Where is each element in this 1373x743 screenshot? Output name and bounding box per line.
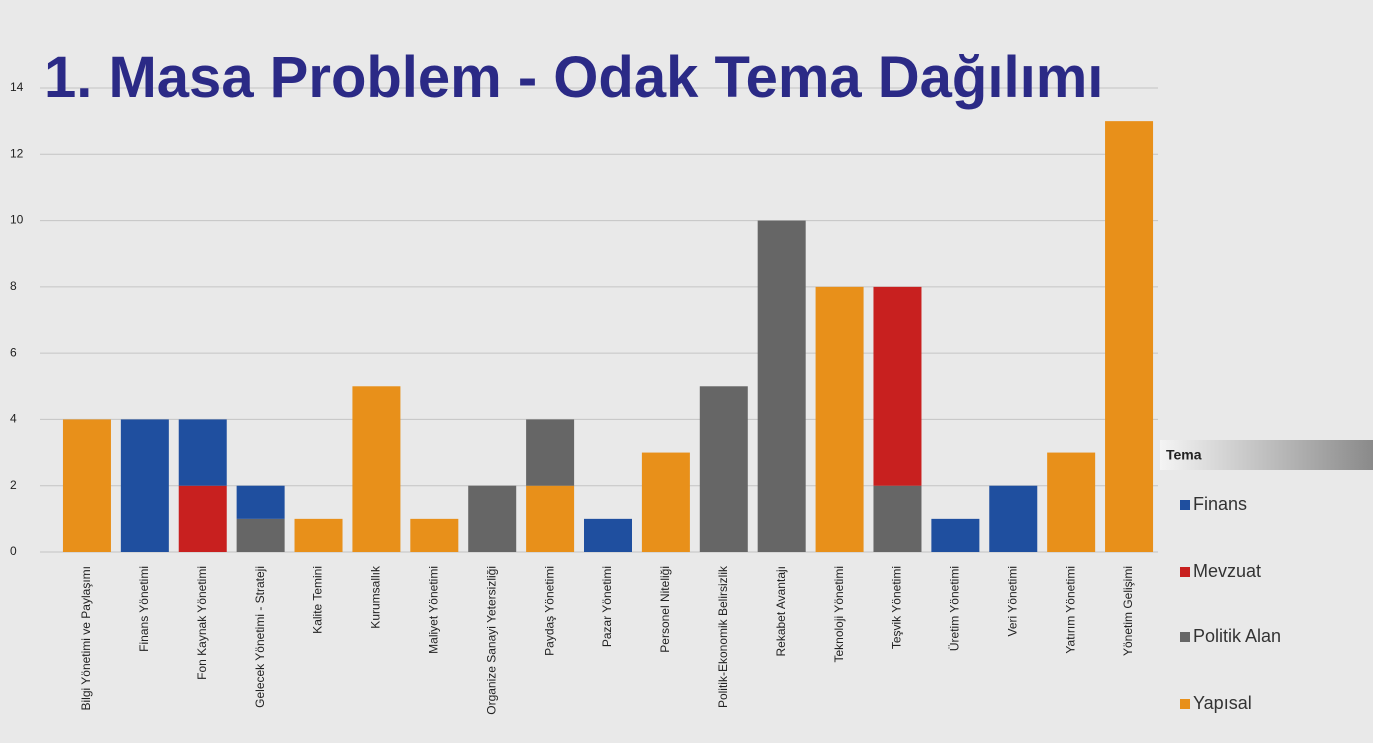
x-tick-label: Finans Yönetimi xyxy=(137,566,151,652)
x-tick-label: Kalite Temini xyxy=(311,566,325,634)
x-tick-label: Maliyet Yönetimi xyxy=(426,566,440,654)
y-tick-label: 6 xyxy=(10,345,17,359)
x-tick-label: Organize Sanayi Yetersizliği xyxy=(484,566,498,715)
x-tick-label: Üretim Yönetimi xyxy=(948,566,962,651)
bar-segment xyxy=(699,386,748,552)
x-tick-label: Paydaş Yönetimi xyxy=(542,566,556,656)
bar-segment xyxy=(526,419,575,486)
y-tick-label: 4 xyxy=(10,412,17,426)
bar-segment xyxy=(584,518,632,552)
x-tick-label: Yönetim Gelişimi xyxy=(1121,566,1135,656)
x-tick-label: Kurumsallık xyxy=(369,565,383,629)
bar-segment xyxy=(873,485,922,552)
x-tick-label: Teşvik Yönetimi xyxy=(890,566,904,649)
legend-label: Mevzuat xyxy=(1193,561,1261,581)
y-tick-label: 0 xyxy=(10,544,17,558)
x-tick-label: Yatırım Yönetimi xyxy=(1063,566,1077,654)
x-tick-label: Gelecek Yönetimi - Strateji xyxy=(253,566,267,708)
y-tick-label: 12 xyxy=(10,146,24,160)
legend-swatch xyxy=(1180,567,1190,577)
legend-label: Yapısal xyxy=(1193,693,1252,713)
bar-segment xyxy=(526,485,575,552)
x-tick-label: Bilgi Yönetimi ve Paylaşımı xyxy=(79,566,93,711)
chart-title: 1. Masa Problem - Odak Tema Dağılımı xyxy=(44,45,1103,110)
x-tick-label: Pazar Yönetimi xyxy=(600,566,614,647)
legend-header xyxy=(1160,440,1373,470)
bar-segment xyxy=(178,485,227,552)
bar-segment xyxy=(236,485,285,519)
bar-segment xyxy=(931,518,980,552)
y-tick-label: 10 xyxy=(10,213,24,227)
bar-segment xyxy=(62,419,111,552)
x-tick-label: Personel Niteliği xyxy=(658,566,672,653)
y-tick-label: 2 xyxy=(10,478,17,492)
bar-segment xyxy=(815,286,864,552)
bar-segment xyxy=(1105,121,1154,553)
bar-segment xyxy=(178,419,227,486)
legend-swatch xyxy=(1180,500,1190,510)
y-tick-label: 14 xyxy=(10,80,24,94)
legend-label: Finans xyxy=(1193,494,1247,514)
bar-segment xyxy=(294,518,343,552)
x-tick-label: Rekabet Avantajı xyxy=(774,566,788,657)
y-tick-label: 8 xyxy=(10,279,17,293)
x-tick-label: Politik-Ekonomik Belirsizlik xyxy=(716,565,730,708)
x-tick-label: Veri Yönetimi xyxy=(1005,566,1019,636)
x-tick-label: Fon Kaynak Yönetimi xyxy=(195,566,209,680)
bar-segment xyxy=(410,518,459,552)
bar-segment xyxy=(120,419,169,552)
bar-segment xyxy=(641,452,690,552)
bar-segment xyxy=(352,386,401,552)
legend-swatch xyxy=(1180,699,1190,709)
bar-segment xyxy=(873,286,922,486)
bar-segment xyxy=(236,518,285,552)
bar-segment xyxy=(989,485,1038,552)
legend-label: Politik Alan xyxy=(1193,626,1281,646)
x-tick-label: Teknoloji Yönetimi xyxy=(832,566,846,663)
bar-segment xyxy=(1047,452,1096,552)
legend-title: Tema xyxy=(1166,447,1202,463)
legend-swatch xyxy=(1180,632,1190,642)
bar-segment xyxy=(468,485,517,552)
bar-segment xyxy=(757,220,806,553)
